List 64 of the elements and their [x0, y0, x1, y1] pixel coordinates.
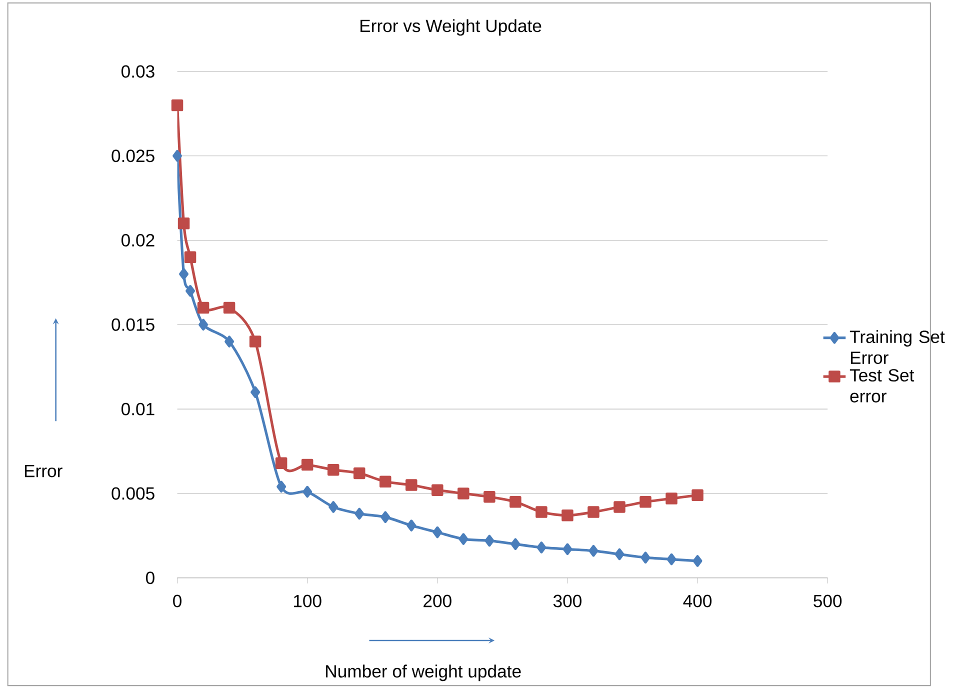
point: [276, 481, 286, 493]
point: [692, 555, 702, 568]
point: [562, 510, 574, 522]
point: [224, 336, 234, 348]
point: [614, 548, 624, 560]
point: [510, 496, 522, 508]
point: [179, 268, 189, 280]
point: [484, 491, 496, 503]
point: [640, 552, 650, 564]
point: [223, 302, 236, 314]
point: [406, 520, 416, 532]
point: [510, 538, 520, 550]
x-axis-title: Number of weight update: [326, 664, 521, 682]
y-tick-label: 0.005: [112, 487, 154, 500]
point: [536, 506, 548, 518]
point: [380, 476, 392, 488]
legend-label: Training Set Error: [850, 330, 945, 364]
point: [171, 100, 184, 112]
point: [432, 484, 444, 496]
legend-label: Test Set error: [850, 369, 914, 403]
y-tick-label: 0.01: [122, 403, 154, 416]
x-tick-label: 0: [173, 595, 182, 608]
point: [432, 526, 442, 538]
point: [640, 496, 652, 508]
point: [184, 252, 196, 264]
point: [328, 501, 338, 514]
point: [614, 501, 626, 514]
x-tick-label: 200: [424, 595, 452, 608]
point: [458, 488, 470, 500]
point: [327, 464, 340, 476]
y-tick-label: 0.025: [112, 150, 154, 162]
y-tick-label: 0.015: [112, 318, 154, 332]
x-tick-label: 100: [294, 595, 322, 608]
point: [186, 285, 196, 298]
point: [692, 490, 704, 502]
y-tick-label: 0.03: [122, 66, 154, 78]
point: [275, 457, 288, 470]
point: [198, 319, 208, 331]
y-tick-label: 0.02: [122, 234, 154, 247]
point: [302, 486, 312, 498]
x-tick-label: 500: [814, 595, 842, 608]
x-tick-label: 400: [683, 595, 712, 608]
y-axis-title: Error: [24, 465, 62, 478]
chart-title: Error vs Weight Update: [360, 19, 542, 36]
point: [249, 336, 262, 348]
point: [666, 492, 678, 505]
point: [588, 545, 598, 557]
point: [406, 479, 418, 492]
point: [354, 508, 364, 520]
point: [172, 150, 182, 162]
point: [250, 386, 260, 398]
y-tick-label: 0: [146, 572, 154, 584]
point: [536, 542, 546, 554]
point: [178, 218, 190, 230]
point: [380, 511, 390, 524]
point: [588, 506, 600, 518]
point: [484, 535, 494, 547]
point: [301, 459, 314, 471]
point: [458, 533, 468, 546]
point: [666, 554, 676, 566]
x-tick-label: 300: [553, 595, 582, 608]
point: [197, 302, 210, 314]
point: [353, 468, 366, 480]
point: [562, 544, 572, 556]
